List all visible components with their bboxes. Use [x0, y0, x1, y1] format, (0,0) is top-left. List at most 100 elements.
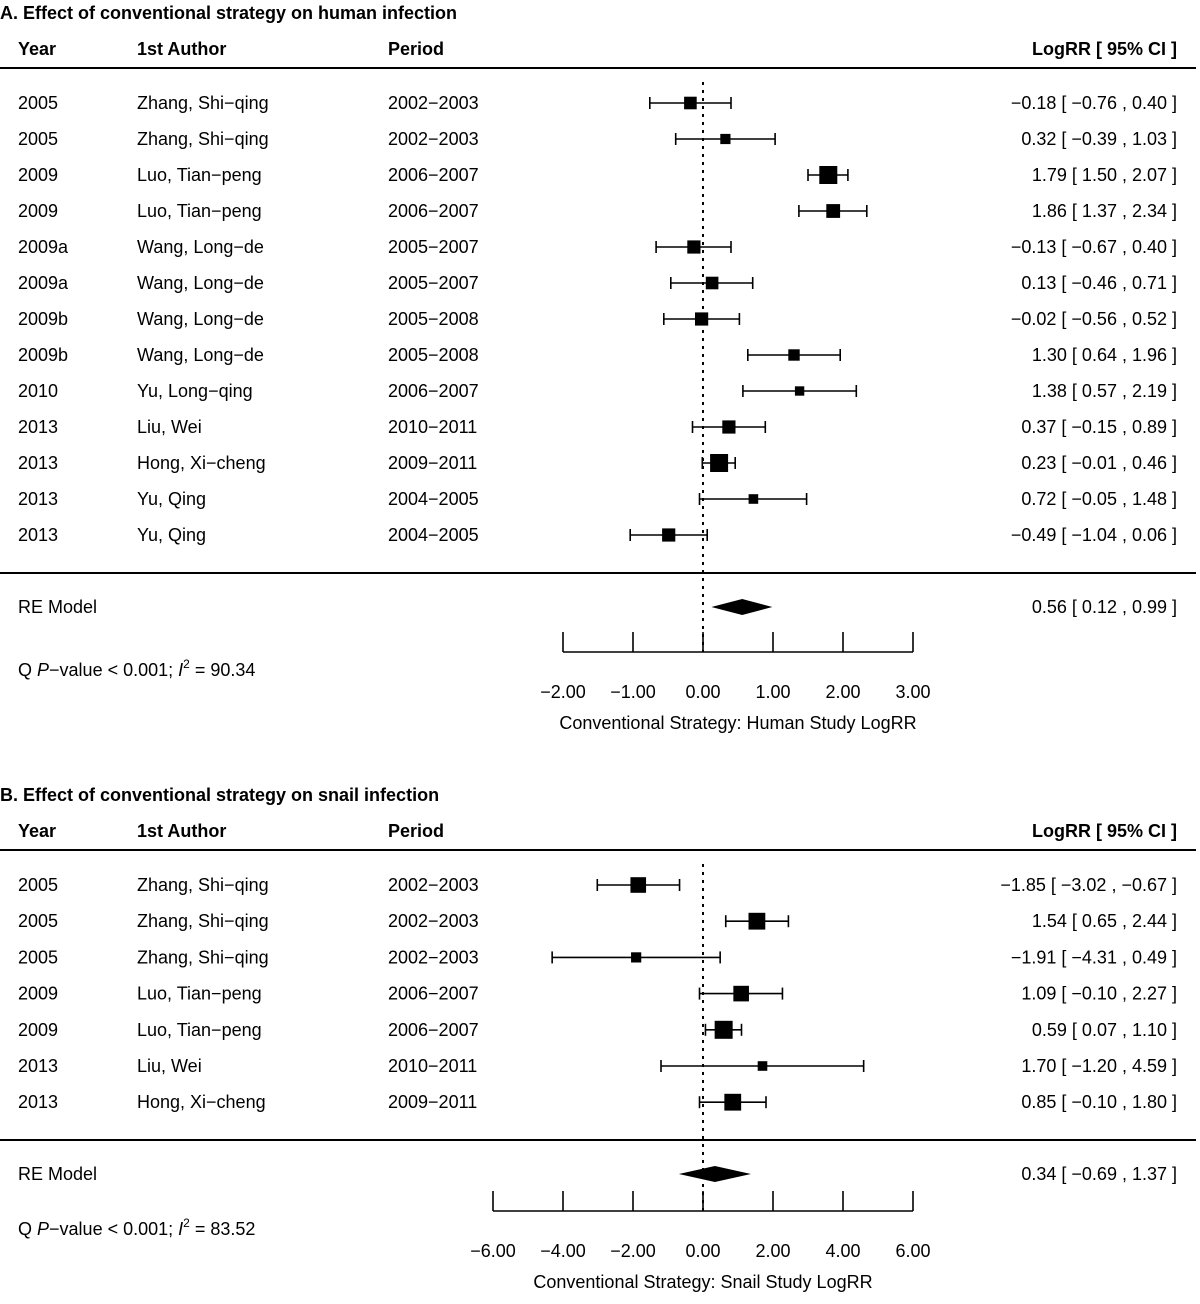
point-estimate-marker	[695, 312, 709, 326]
study-year: 2009b	[18, 345, 68, 365]
study-period: 2002−2003	[388, 911, 479, 931]
study-period: 2005−2007	[388, 237, 479, 257]
x-tick-label: 1.00	[755, 682, 790, 702]
study-author: Hong, Xi−cheng	[137, 1092, 266, 1112]
point-estimate-marker	[662, 528, 676, 542]
study-author: Wang, Long−de	[137, 273, 264, 293]
column-header-estimate: LogRR [ 95% CI ]	[1032, 821, 1177, 841]
point-estimate-marker	[710, 454, 729, 472]
study-row: 2009b Wang, Long−de 2005−2008 −0.02 [ −0.56…	[18, 309, 1177, 329]
x-tick-label: 2.00	[825, 682, 860, 702]
study-estimate-label: −0.18 [ −0.76 , 0.40 ]	[1011, 93, 1177, 113]
study-period: 2005−2007	[388, 273, 479, 293]
study-period: 2010−2011	[388, 417, 477, 437]
study-author: Yu, Long−qing	[137, 381, 253, 401]
point-estimate-marker	[788, 349, 800, 361]
study-estimate-label: 0.37 [ −0.15 , 0.89 ]	[1021, 417, 1177, 437]
study-author: Luo, Tian−peng	[137, 201, 262, 221]
column-header-year: Year	[18, 821, 56, 841]
study-author: Zhang, Shi−qing	[137, 947, 269, 967]
study-row: 2009 Luo, Tian−peng 2006−2007 1.86 [ 1.37 ,…	[18, 201, 1177, 221]
study-period: 2006−2007	[388, 165, 479, 185]
point-estimate-marker	[757, 1061, 768, 1071]
point-estimate-marker	[684, 96, 697, 110]
study-row: 2005 Zhang, Shi−qing 2002−2003 −0.18 [ −0.7…	[18, 93, 1177, 113]
x-tick-label: −6.00	[470, 1241, 516, 1261]
study-year: 2013	[18, 489, 58, 509]
chart-title: A. Effect of conventional strategy on hu…	[0, 3, 457, 23]
study-row: 2013 Yu, Qing 2004−2005 −0.49 [ −1.04 , 0.0…	[18, 525, 1177, 545]
point-estimate-marker	[630, 877, 647, 893]
x-axis-label: Conventional Strategy: Snail Study LogRR	[533, 1272, 872, 1292]
point-estimate-marker	[748, 912, 766, 930]
study-row: 2013 Hong, Xi−cheng 2009−2011 0.23 [ −0.01 …	[18, 453, 1177, 473]
study-author: Luo, Tian−peng	[137, 1020, 262, 1040]
study-estimate-label: 1.54 [ 0.65 , 2.44 ]	[1032, 911, 1177, 931]
x-axis: −2.00 −1.00 0.00 1.00 2.00 3.00 Conventional S…	[540, 632, 931, 733]
study-estimate-label: −0.13 [ −0.67 , 0.40 ]	[1011, 237, 1177, 257]
study-estimate-label: 0.13 [ −0.46 , 0.71 ]	[1021, 273, 1177, 293]
study-estimate-label: −0.49 [ −1.04 , 0.06 ]	[1011, 525, 1177, 545]
study-period: 2002−2003	[388, 93, 479, 113]
study-author: Wang, Long−de	[137, 345, 264, 365]
study-author: Liu, Wei	[137, 417, 202, 437]
study-period: 2010−2011	[388, 1056, 477, 1076]
study-row: 2005 Zhang, Shi−qing 2002−2003 −1.91 [ −4.3…	[18, 947, 1177, 967]
study-year: 2009	[18, 201, 58, 221]
point-estimate-marker	[705, 276, 719, 290]
study-period: 2004−2005	[388, 525, 479, 545]
study-author: Luo, Tian−peng	[137, 984, 262, 1004]
x-tick-label: 2.00	[755, 1241, 790, 1261]
point-estimate-marker	[748, 494, 759, 504]
study-row: 2009 Luo, Tian−peng 2006−2007 0.59 [ 0.07 ,…	[18, 1020, 1177, 1040]
study-estimate-label: 1.86 [ 1.37 , 2.34 ]	[1032, 201, 1177, 221]
point-estimate-marker	[714, 1020, 733, 1039]
study-year: 2013	[18, 525, 58, 545]
study-author: Wang, Long−de	[137, 237, 264, 257]
x-tick-label: 4.00	[825, 1241, 860, 1261]
study-author: Zhang, Shi−qing	[137, 875, 269, 895]
study-period: 2004−2005	[388, 489, 479, 509]
column-header-author: 1st Author	[137, 39, 226, 59]
study-estimate-label: 0.59 [ 0.07 , 1.10 ]	[1032, 1020, 1177, 1040]
study-author: Zhang, Shi−qing	[137, 911, 269, 931]
study-year: 2005	[18, 875, 58, 895]
x-tick-label: 0.00	[685, 1241, 720, 1261]
study-estimate-label: 0.72 [ −0.05 , 1.48 ]	[1021, 489, 1177, 509]
chart-title: B. Effect of conventional strategy on sn…	[0, 785, 439, 805]
study-author: Yu, Qing	[137, 489, 206, 509]
heterogeneity-stats: Q P−value < 0.001; I2 = 90.34	[18, 657, 255, 680]
x-axis-label: Conventional Strategy: Human Study LogRR	[559, 713, 916, 733]
column-header-period: Period	[388, 821, 444, 841]
study-year: 2009	[18, 165, 58, 185]
study-row: 2005 Zhang, Shi−qing 2002−2003 −1.85 [ −3.0…	[18, 875, 1177, 895]
study-row: 2013 Yu, Qing 2004−2005 0.72 [ −0.05 , 1.48…	[18, 489, 1177, 509]
study-row: 2009 Luo, Tian−peng 2006−2007 1.09 [ −0.10 …	[18, 984, 1177, 1004]
study-row: 2009a Wang, Long−de 2005−2007 0.13 [ −0.46 …	[18, 273, 1177, 293]
study-author: Wang, Long−de	[137, 309, 264, 329]
point-estimate-marker	[631, 952, 642, 963]
study-year: 2013	[18, 453, 58, 473]
study-estimate-label: 1.30 [ 0.64 , 1.96 ]	[1032, 345, 1177, 365]
point-estimate-marker	[826, 204, 841, 218]
study-author: Liu, Wei	[137, 1056, 202, 1076]
study-year: 2009a	[18, 237, 69, 257]
study-year: 2010	[18, 381, 58, 401]
study-estimate-label: −0.02 [ −0.56 , 0.52 ]	[1011, 309, 1177, 329]
study-period: 2005−2008	[388, 309, 479, 329]
study-year: 2005	[18, 947, 58, 967]
study-period: 2002−2003	[388, 947, 479, 967]
study-estimate-label: 1.38 [ 0.57 , 2.19 ]	[1032, 381, 1177, 401]
summary-row: RE Model 0.34 [ −0.69 , 1.37 ]	[18, 1164, 1177, 1184]
point-estimate-marker	[733, 985, 749, 1002]
forest-plot-snail: B. Effect of conventional strategy on sn…	[0, 785, 1196, 1292]
study-estimate-label: −1.91 [ −4.31 , 0.49 ]	[1011, 947, 1177, 967]
study-year: 2013	[18, 417, 58, 437]
x-tick-label: 6.00	[895, 1241, 930, 1261]
study-estimate-label: −1.85 [ −3.02 , −0.67 ]	[1000, 875, 1177, 895]
x-axis: −6.00 −4.00 −2.00 0.00 2.00 4.00 6.00 Conventio…	[470, 1191, 931, 1292]
summary-label: RE Model	[18, 597, 97, 617]
study-period: 2002−2003	[388, 129, 479, 149]
study-row: 2009b Wang, Long−de 2005−2008 1.30 [ 0.64 ,…	[18, 345, 1177, 365]
